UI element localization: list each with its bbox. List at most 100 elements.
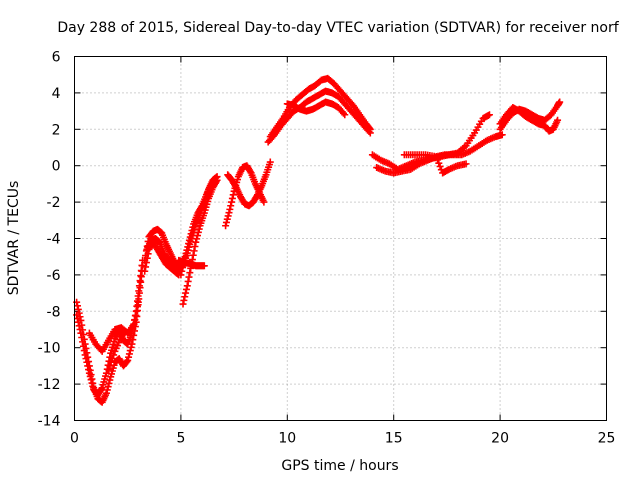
data-point [85, 369, 93, 377]
data-point [130, 320, 138, 328]
data-point [106, 362, 114, 370]
data-point [79, 338, 87, 346]
data-point [182, 289, 190, 297]
data-point [102, 369, 110, 377]
data-series [368, 111, 493, 173]
data-point [133, 303, 141, 311]
data-series [224, 158, 274, 210]
data-point [185, 240, 193, 248]
data-point [76, 326, 84, 333]
data-point [179, 260, 187, 268]
data-point [210, 176, 218, 184]
y-tick-label: 4 [52, 86, 61, 102]
data-point [106, 376, 114, 384]
data-series [85, 298, 142, 355]
data-point [122, 327, 130, 335]
data-point [188, 226, 196, 234]
data-point [211, 174, 219, 182]
data-point [74, 318, 82, 326]
data-point [180, 256, 188, 264]
data-point [366, 125, 374, 133]
data-point [498, 131, 506, 139]
data-series [105, 327, 130, 374]
data-point [184, 277, 192, 285]
plot-frame [74, 56, 607, 421]
data-point [224, 212, 232, 220]
data-point [75, 322, 83, 330]
data-point [97, 385, 105, 393]
y-tick-label: 0 [52, 159, 61, 175]
data-point [227, 202, 235, 210]
x-tick-label: 0 [70, 431, 79, 447]
data-point [189, 223, 197, 231]
data-point [266, 158, 274, 166]
data-point [228, 194, 236, 202]
data-point [179, 300, 187, 308]
data-point [187, 230, 195, 238]
data-point [134, 298, 142, 306]
data-point [246, 168, 254, 176]
data-point [125, 353, 133, 361]
data-point [123, 358, 131, 366]
data-point [435, 159, 443, 167]
data-point [108, 355, 116, 363]
data-point [436, 162, 444, 170]
data-point [434, 156, 442, 164]
data-point [485, 111, 493, 119]
data-point [200, 262, 208, 270]
data-point [78, 334, 86, 342]
data-point [85, 366, 93, 374]
data-point [180, 296, 188, 304]
data-point [223, 215, 231, 223]
data-point [124, 356, 132, 364]
data-point [73, 315, 81, 323]
data-point [226, 205, 234, 213]
data-point [141, 267, 149, 275]
data-point [82, 355, 90, 363]
data-point [104, 383, 112, 391]
data-point [181, 253, 189, 261]
y-tick-label: -12 [38, 377, 61, 393]
data-point [80, 347, 88, 355]
data-point [105, 366, 113, 374]
data-point [79, 342, 87, 350]
data-series [400, 151, 470, 177]
y-axis-title: SDTVAR / TECUs [6, 181, 22, 296]
data-point [179, 264, 187, 272]
data-point [142, 259, 150, 267]
data-point [365, 124, 373, 132]
data-point [103, 386, 111, 394]
data-point [125, 350, 133, 358]
data-point [186, 269, 194, 277]
data-point [189, 251, 197, 259]
data-point [188, 260, 196, 268]
data-point [191, 243, 199, 251]
data-point [556, 98, 564, 106]
data-point [83, 358, 91, 366]
chart-title: Day 288 of 2015, Sidereal Day-to-day VTE… [57, 20, 619, 36]
data-point [462, 160, 470, 168]
data-point [229, 191, 237, 199]
data-point [554, 116, 562, 124]
data-point [183, 246, 191, 254]
y-tick-label: -14 [38, 414, 61, 430]
data-point [142, 263, 150, 271]
data-point [143, 254, 151, 262]
data-point [184, 243, 192, 251]
x-axis-title: GPS time / hours [281, 458, 398, 474]
data-point [121, 328, 129, 336]
y-tick-label: -10 [38, 341, 61, 357]
data-point [144, 250, 152, 258]
data-point [133, 307, 141, 315]
data-point [432, 153, 440, 161]
data-series [177, 174, 219, 279]
data-series [283, 98, 349, 119]
data-point [131, 316, 139, 324]
x-tick-label: 10 [278, 431, 296, 447]
data-point [222, 222, 230, 230]
data-point [193, 232, 201, 240]
data-series [222, 162, 268, 230]
data-point [74, 305, 82, 313]
data-point [84, 362, 92, 370]
